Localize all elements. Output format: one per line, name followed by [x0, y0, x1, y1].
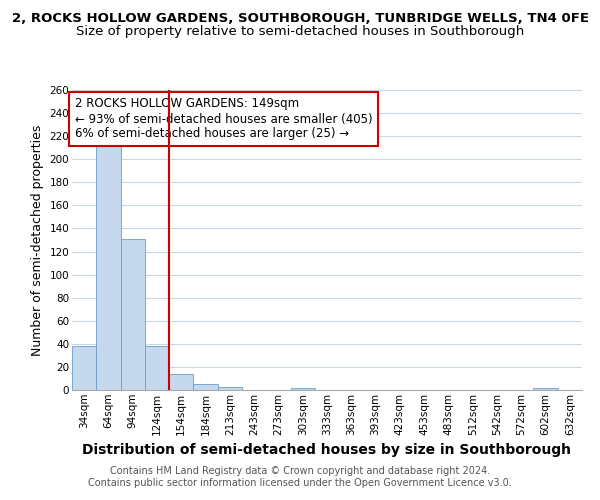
X-axis label: Distribution of semi-detached houses by size in Southborough: Distribution of semi-detached houses by … [83, 443, 571, 457]
Bar [218, 386, 242, 390]
Bar [193, 384, 218, 390]
Text: 2 ROCKS HOLLOW GARDENS: 149sqm
← 93% of semi-detached houses are smaller (405)
6: 2 ROCKS HOLLOW GARDENS: 149sqm ← 93% of … [74, 98, 372, 140]
Text: Contains HM Land Registry data © Crown copyright and database right 2024.
Contai: Contains HM Land Registry data © Crown c… [88, 466, 512, 487]
Text: Size of property relative to semi-detached houses in Southborough: Size of property relative to semi-detach… [76, 25, 524, 38]
Bar [121, 239, 145, 390]
Bar [145, 346, 169, 390]
Y-axis label: Number of semi-detached properties: Number of semi-detached properties [31, 124, 44, 356]
Bar [169, 374, 193, 390]
Text: 2, ROCKS HOLLOW GARDENS, SOUTHBOROUGH, TUNBRIDGE WELLS, TN4 0FE: 2, ROCKS HOLLOW GARDENS, SOUTHBOROUGH, T… [11, 12, 589, 26]
Bar [290, 388, 315, 390]
Bar [96, 142, 121, 390]
Bar [533, 388, 558, 390]
Bar [72, 346, 96, 390]
